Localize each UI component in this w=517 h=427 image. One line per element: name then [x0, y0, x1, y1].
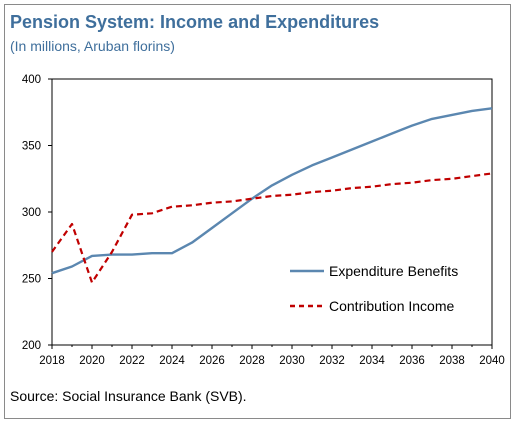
chart-subtitle: (In millions, Aruban florins) [10, 38, 175, 54]
source-note: Source: Social Insurance Bank (SVB). [10, 388, 247, 404]
y-tick-label: 300 [22, 207, 41, 219]
chart-axes: 2018 2020 2022 2024 2026 2028 2030 2032 2034 2036… [22, 74, 505, 367]
x-tick-label: 2032 [319, 355, 345, 367]
x-tick-label: 2020 [79, 355, 105, 367]
x-tick-label: 2028 [239, 355, 265, 367]
series-line-contribution-income [51, 172, 493, 284]
chart-frame [4, 4, 511, 419]
x-tick-label: 2040 [479, 355, 505, 367]
y-tick-label: 350 [22, 141, 41, 153]
x-tick-label: 2018 [39, 355, 65, 367]
legend-label: Contribution Income [329, 298, 455, 314]
x-tick-label: 2038 [439, 355, 465, 367]
x-tick-label: 2034 [359, 355, 385, 367]
legend-label: Expenditure Benefits [329, 263, 458, 279]
x-tick-label: 2036 [399, 355, 425, 367]
chart-series [51, 107, 493, 284]
chart-title: Pension System: Income and Expenditures [10, 12, 380, 32]
chart-legend: Expenditure Benefits Contribution Income [290, 263, 458, 314]
x-tick-label: 2022 [119, 355, 145, 367]
series-line-expenditure-benefits [51, 107, 493, 275]
x-tick-label: 2030 [279, 355, 305, 367]
x-tick-label: 2026 [199, 355, 225, 367]
y-tick-label: 250 [22, 274, 41, 286]
y-tick-label: 200 [22, 340, 41, 352]
y-tick-label: 400 [22, 74, 41, 86]
x-tick-label: 2024 [159, 355, 185, 367]
